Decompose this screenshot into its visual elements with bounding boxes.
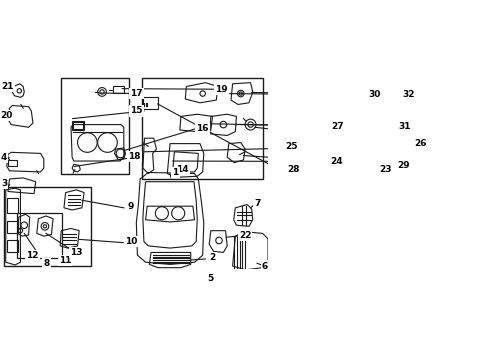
Bar [8, 160, 17, 166]
Text: 27: 27 [331, 122, 344, 131]
Bar [7, 198, 18, 213]
Text: 3: 3 [1, 179, 7, 188]
Text: 16: 16 [196, 125, 209, 134]
Text: 24: 24 [330, 157, 343, 166]
Bar [72, 121, 84, 130]
Text: 22: 22 [239, 230, 251, 239]
Bar [7, 221, 18, 233]
Text: 23: 23 [379, 165, 392, 174]
Bar [73, 122, 83, 129]
Text: 28: 28 [287, 165, 299, 174]
Bar [7, 240, 18, 252]
Text: 12: 12 [26, 251, 39, 260]
Text: 2: 2 [209, 253, 216, 262]
Text: 5: 5 [208, 274, 214, 283]
Bar [113, 86, 124, 93]
Text: 13: 13 [70, 248, 83, 257]
Text: 26: 26 [414, 139, 427, 148]
Bar [142, 78, 263, 179]
Bar [61, 78, 129, 174]
Text: 25: 25 [285, 142, 297, 151]
Text: 20: 20 [0, 111, 13, 120]
Bar [17, 213, 62, 258]
Bar [143, 97, 158, 109]
Text: 9: 9 [128, 202, 134, 211]
Text: 1: 1 [172, 168, 179, 177]
Text: 11: 11 [59, 256, 72, 265]
Text: 17: 17 [130, 89, 143, 98]
Text: 31: 31 [399, 122, 411, 131]
Text: 32: 32 [402, 90, 415, 99]
Text: 6: 6 [262, 261, 268, 270]
Text: 30: 30 [368, 90, 381, 99]
Text: 7: 7 [254, 199, 260, 208]
Text: 8: 8 [44, 259, 49, 268]
Text: 21: 21 [1, 82, 14, 91]
Text: 10: 10 [124, 237, 137, 246]
Text: 15: 15 [130, 107, 143, 116]
Bar [4, 187, 91, 266]
Text: 29: 29 [398, 161, 410, 170]
Text: 14: 14 [176, 165, 189, 174]
Text: 4: 4 [1, 153, 7, 162]
Text: 18: 18 [128, 152, 141, 161]
Text: 19: 19 [215, 85, 227, 94]
